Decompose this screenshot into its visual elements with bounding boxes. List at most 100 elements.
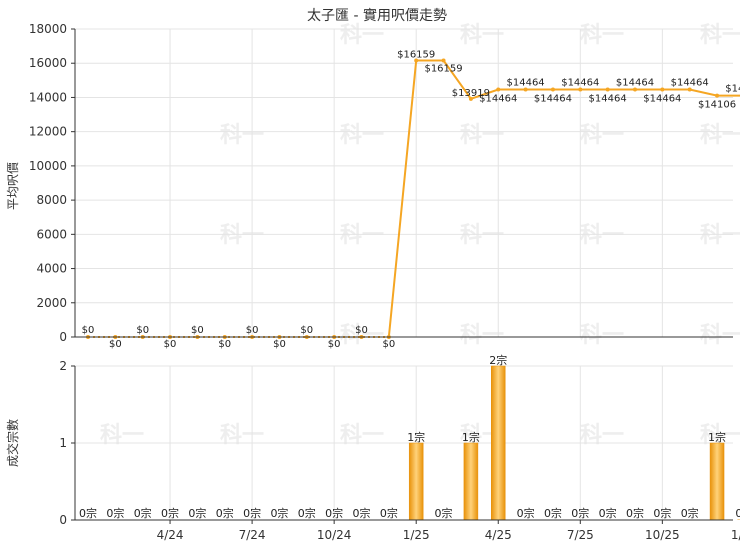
watermark-text: 科一 (340, 123, 384, 148)
price-y-tick-label: 16000 (29, 56, 67, 70)
price-data-label: $0 (300, 325, 313, 336)
price-data-label: $14106 (725, 84, 740, 95)
grid-layer (75, 28, 733, 521)
count-bar-label: 0宗 (325, 506, 343, 520)
price-data-label: $0 (136, 325, 149, 336)
line-layer: $0 $0 $0 $0 $0 $0 $0 $0 $0 $0 $0 $0 $16159 $16159 $139… (82, 50, 740, 350)
price-point (496, 87, 501, 92)
price-data-label: $0 (218, 339, 231, 350)
count-bar-label: 0宗 (544, 506, 562, 520)
count-bar-label: 0宗 (435, 506, 453, 520)
price-y-tick-label: 4000 (36, 262, 67, 276)
price-data-label: $0 (164, 339, 177, 350)
count-bar (408, 442, 424, 521)
price-data-label: $0 (191, 325, 204, 336)
price-point (687, 87, 692, 92)
price-data-label: $14464 (643, 94, 681, 105)
count-bar-label: 1宗 (462, 430, 480, 444)
price-data-label: $0 (82, 325, 95, 336)
chart-title: 太子匯 - 實用呎價走勢 (307, 7, 447, 24)
count-bar-label: 0宗 (353, 506, 371, 520)
price-point (523, 87, 528, 92)
price-y-tick-label: 0 (59, 330, 67, 344)
price-data-label: $0 (109, 339, 122, 350)
price-line (387, 59, 740, 338)
watermark-text: 科一 (340, 23, 384, 48)
x-tick-label: 10/24 (317, 528, 352, 542)
count-bar-label: 0宗 (243, 506, 261, 520)
count-bar-label: 1宗 (407, 430, 425, 444)
x-tick-label: 1/25 (403, 528, 430, 542)
price-data-label: $14464 (616, 78, 654, 89)
count-y-axis-label: 成交宗數 (5, 419, 20, 467)
watermark-text: 科一 (700, 23, 740, 48)
watermark-text: 科一 (220, 423, 264, 448)
x-tick-label: 4/25 (485, 528, 512, 542)
count-bar-label: 0宗 (134, 506, 152, 520)
count-bar-label: 0宗 (681, 506, 699, 520)
watermark-text: 科一 (700, 323, 740, 348)
x-tick-label: 7/24 (239, 528, 266, 542)
watermark-text: 科一 (580, 423, 624, 448)
count-bar (737, 519, 740, 520)
watermark-text: 科一 (580, 23, 624, 48)
count-bar-label: 0宗 (216, 506, 234, 520)
price-data-label: $0 (328, 339, 341, 350)
price-point (605, 87, 610, 92)
axis-layer: 0 2000 4000 6000 8000 10000 12000 14000 16000 180… (29, 22, 740, 542)
watermark-text: 科一 (580, 123, 624, 148)
watermark-text: 科一 (580, 223, 624, 248)
watermark-text: 科一 (700, 123, 740, 148)
watermark-text: 科一 (220, 123, 264, 148)
count-bar-label: 0宗 (380, 506, 398, 520)
count-bar-label: 0宗 (517, 506, 535, 520)
price-point (633, 87, 637, 92)
price-y-tick-label: 6000 (36, 227, 67, 241)
watermark-text: 科一 (460, 323, 504, 348)
price-y-tick-label: 8000 (36, 193, 67, 207)
x-tick-label: 1/26 (731, 528, 740, 542)
count-bar-label: 0宗 (79, 506, 97, 520)
x-tick-label: 4/24 (157, 528, 184, 542)
price-data-label: $0 (382, 339, 395, 350)
price-data-label: $14106 (698, 100, 736, 111)
count-y-tick-label: 0 (59, 513, 67, 527)
count-bar-label: 0宗 (106, 506, 124, 520)
count-bar-label: 0宗 (571, 506, 589, 520)
price-data-label: $16159 (397, 50, 435, 61)
price-y-tick-label: 2000 (36, 296, 67, 310)
price-data-label: $13919 (452, 88, 490, 99)
count-bar-label: 0宗 (626, 506, 644, 520)
price-y-axis-label: 平均呎價 (6, 162, 20, 210)
watermark-text: 科一 (340, 423, 384, 448)
bars-layer: 0宗 0宗 0宗 0宗 0宗 0宗 0宗 0宗 0宗 0宗 0宗 0宗 1宗 0宗 1宗 2宗 0宗 0宗 0宗 0宗… (79, 353, 740, 521)
watermark-text: 科一 (460, 223, 504, 248)
price-data-label: $14464 (561, 78, 599, 89)
count-bar (709, 442, 725, 521)
watermark-text: 科一 (580, 323, 624, 348)
count-bar-label: 1宗 (708, 430, 726, 444)
watermark-text: 科一 (700, 223, 740, 248)
price-data-label: $0 (246, 325, 259, 336)
price-data-label: $0 (355, 325, 368, 336)
x-tick-label: 7/25 (567, 528, 594, 542)
price-point (441, 58, 446, 63)
price-data-label: $14464 (534, 94, 572, 105)
count-bar (491, 365, 506, 521)
count-bar-label: 2宗 (489, 353, 507, 367)
price-point (578, 87, 583, 92)
count-bar-label: 0宗 (161, 506, 179, 520)
watermark-text: 科一 (340, 223, 384, 248)
price-point (468, 96, 473, 101)
count-bar-label: 0宗 (298, 506, 316, 520)
watermark-text: 科一 (100, 423, 144, 448)
price-point (660, 87, 665, 92)
price-data-label: $14464 (479, 94, 517, 105)
price-y-tick-label: 12000 (29, 125, 67, 139)
count-bar-label: 0宗 (735, 506, 740, 520)
price-y-tick-label: 14000 (29, 90, 67, 104)
price-y-tick-label: 18000 (29, 22, 67, 36)
price-data-label: $14464 (671, 78, 709, 89)
